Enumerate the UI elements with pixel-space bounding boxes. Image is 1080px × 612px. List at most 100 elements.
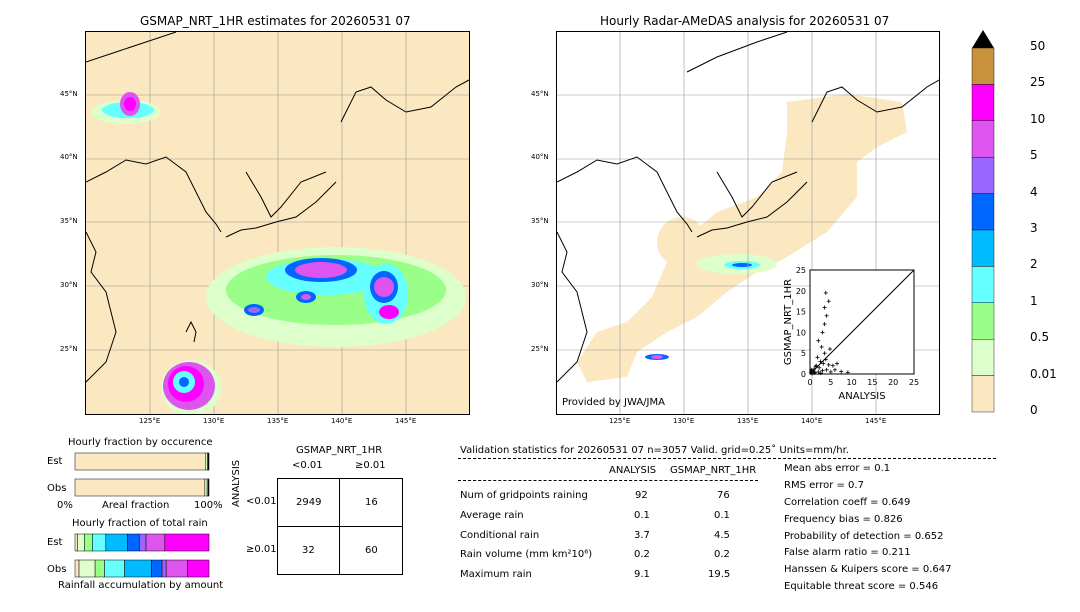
- scatter-point: [812, 371, 817, 376]
- scatter-point: [809, 367, 814, 372]
- right-radar-coverage: [577, 94, 907, 382]
- contingency-row-lt: <0.01: [246, 496, 277, 507]
- scatter-point: [832, 367, 837, 372]
- colorbar-segment: [971, 193, 995, 231]
- colorbar-segment: [971, 84, 995, 122]
- totalrain-title: Hourly fraction of total rain: [72, 518, 208, 529]
- score-rms: RMS error = 0.7: [784, 480, 864, 491]
- scatter-ytick: 25: [796, 266, 806, 275]
- scatter-point: [820, 368, 825, 373]
- left-lat-label-25: 25°N: [60, 345, 78, 353]
- contingency-row-axis: ANALYSIS: [231, 459, 242, 507]
- occurrence-xlabel: Areal fraction: [102, 500, 170, 511]
- totalrain-est-label: Est: [47, 537, 63, 548]
- validation-row-label: Average rain: [460, 510, 524, 521]
- contingency-cell-nn: 2949: [296, 497, 322, 508]
- fraction-bar-segment: [139, 533, 147, 552]
- totalrain-bars: [74, 533, 210, 578]
- inset-scatter: 00 5 5 10 10 15 15 20 20 25 25 ANALYSIS GSMAP_NRT_…: [783, 266, 919, 402]
- scatter-point: [812, 367, 817, 372]
- colorbar-label: 0.01: [1030, 366, 1057, 381]
- colorbar-segment: [971, 339, 995, 376]
- right-lon-label-135: 135°E: [737, 417, 759, 425]
- occurrence-bars: [74, 452, 210, 497]
- scatter-point: [816, 369, 821, 374]
- scatter-point: [821, 361, 826, 366]
- validation-row-analysis: 92: [635, 490, 648, 501]
- left-rain-field: [91, 92, 466, 414]
- fraction-bar-segment: [77, 533, 85, 552]
- scatter-point: [816, 338, 821, 343]
- left-map-title: GSMAP_NRT_1HR estimates for 20260531 07: [140, 14, 411, 28]
- validation-row-label: Num of gridpoints raining: [460, 490, 588, 501]
- fraction-bar-segment: [105, 533, 128, 552]
- scatter-point: [813, 364, 818, 369]
- validation-row-analysis: 0.2: [634, 549, 650, 560]
- scatter-point: [822, 351, 827, 356]
- left-lon-label-130: 130°E: [203, 417, 225, 425]
- fraction-bar-segment: [145, 533, 166, 552]
- score-mae: Mean abs error = 0.1: [784, 463, 891, 474]
- score-pod: Probability of detection = 0.652: [784, 531, 944, 542]
- colorbar: [971, 30, 995, 413]
- scatter-point: [817, 365, 822, 370]
- fraction-bar-segment: [204, 478, 208, 497]
- colorbar-segment: [971, 47, 995, 85]
- scatter-diagonal: [809, 269, 915, 375]
- fraction-bar-segment: [127, 533, 140, 552]
- fraction-bar-segment: [74, 533, 78, 552]
- validation-row-gsmap: 0.1: [714, 510, 730, 521]
- score-bias: Frequency bias = 0.826: [784, 514, 903, 525]
- colorbar-label: 0.5: [1030, 330, 1050, 345]
- scatter-xtick: 10: [847, 378, 857, 387]
- colorbar-segment: [971, 120, 995, 158]
- credit-text: Provided by JWA/JMA: [562, 397, 665, 408]
- fraction-bar-segment: [161, 559, 167, 578]
- contingency-cell-ny: 16: [365, 497, 378, 508]
- scatter-xtick: 0: [807, 378, 812, 387]
- scatter-point: [826, 299, 831, 304]
- scatter-point: [845, 370, 850, 375]
- scatter-point: [810, 371, 815, 376]
- occurrence-x-left: 0%: [57, 500, 73, 511]
- left-lat-label-40: 40°N: [60, 153, 78, 161]
- occurrence-title: Hourly fraction by occurence: [68, 437, 213, 448]
- right-map-title: Hourly Radar-AMeDAS analysis for 2026053…: [600, 14, 890, 28]
- scatter-ytick: 20: [796, 287, 806, 296]
- validation-row-gsmap: 19.5: [708, 569, 731, 580]
- colorbar-segment: [971, 229, 995, 267]
- scatter-point: [828, 369, 833, 374]
- right-lat-label-35: 35°N: [531, 217, 549, 225]
- scatter-point: [815, 355, 820, 360]
- scatter-xtick: 20: [888, 378, 898, 387]
- fraction-bar-segment: [104, 559, 125, 578]
- totalrain-obs-label: Obs: [47, 564, 67, 575]
- scatter-point: [822, 322, 827, 327]
- contingency-grid: 2949 16 32 60: [277, 478, 403, 575]
- left-map-canvas: [86, 32, 469, 414]
- right-lat-label-40: 40°N: [531, 153, 549, 161]
- contingency-cell-yn: 32: [302, 545, 315, 556]
- validation-row-label: Maximum rain: [460, 569, 532, 580]
- scatter-point: [814, 363, 819, 368]
- colorbar-segment: [971, 375, 995, 413]
- right-map-canvas: [557, 32, 939, 414]
- validation-row-analysis: 3.7: [634, 530, 650, 541]
- scatter-xlabel: ANALYSIS: [838, 391, 885, 402]
- scatter-point: [827, 347, 832, 352]
- fraction-bar-segment: [74, 452, 207, 471]
- fraction-bar-segment: [164, 533, 210, 552]
- validation-row-gsmap: 0.2: [714, 549, 730, 560]
- right-lon-label-145: 145°E: [865, 417, 887, 425]
- contingency-col-lt: <0.01: [292, 460, 323, 471]
- score-ets: Equitable threat score = 0.546: [784, 581, 939, 592]
- contingency-col-ge: ≥0.01: [355, 460, 386, 471]
- scatter-point: [823, 290, 828, 295]
- fraction-bar-segment: [84, 533, 93, 552]
- right-lon-label-125: 125°E: [609, 417, 631, 425]
- validation-row-analysis: 9.1: [634, 569, 650, 580]
- occurrence-est-label: Est: [47, 456, 63, 467]
- colorbar-label: 4: [1030, 184, 1038, 199]
- scatter-ytick: 10: [796, 328, 806, 337]
- left-lon-label-135: 135°E: [267, 417, 289, 425]
